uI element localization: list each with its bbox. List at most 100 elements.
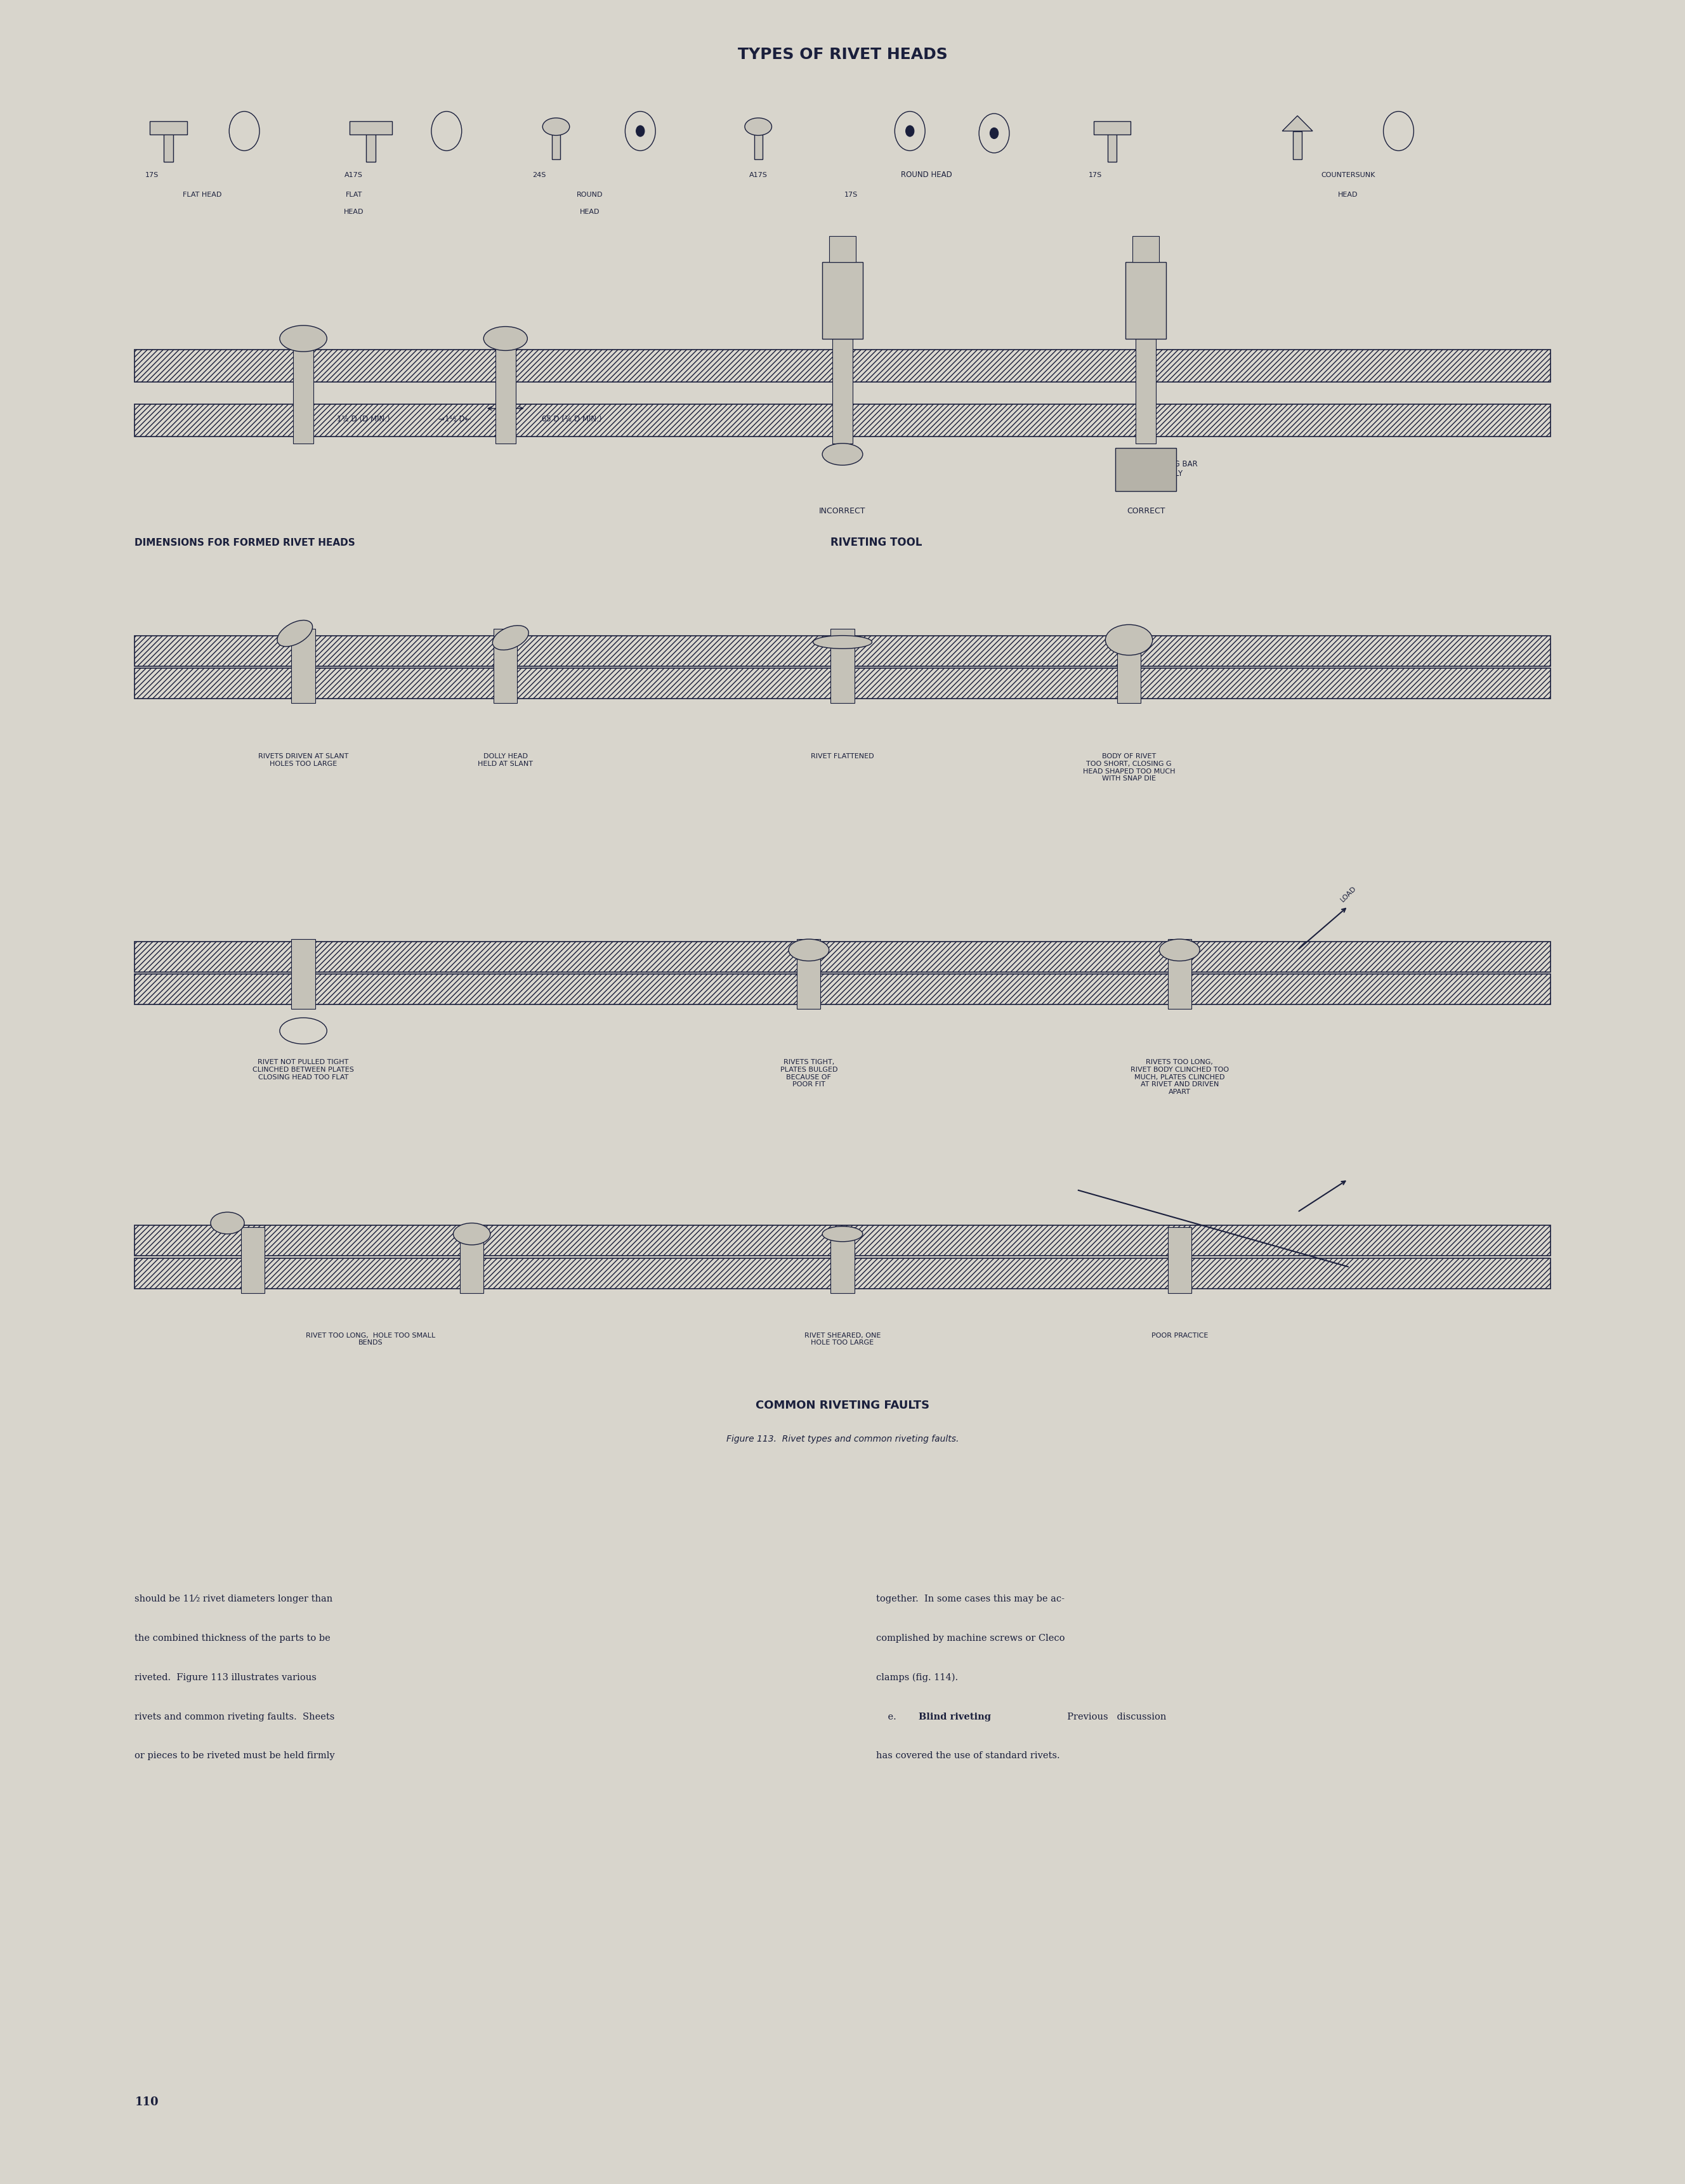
- Text: RIVET TOO LONG,  HOLE TOO SMALL
BENDS: RIVET TOO LONG, HOLE TOO SMALL BENDS: [307, 1332, 435, 1345]
- Ellipse shape: [1105, 625, 1153, 655]
- Text: 110: 110: [135, 2097, 158, 2108]
- Polygon shape: [1282, 116, 1313, 131]
- Circle shape: [905, 124, 913, 135]
- Text: clamps (fig. 114).: clamps (fig. 114).: [876, 1673, 959, 1682]
- Text: →1½ D←: →1½ D←: [438, 415, 472, 424]
- Text: complished by machine screws or Cleco: complished by machine screws or Cleco: [876, 1634, 1065, 1642]
- Text: COMMON RIVETING FAULTS: COMMON RIVETING FAULTS: [755, 1400, 930, 1411]
- Text: COUNTERSUNK: COUNTERSUNK: [1321, 173, 1375, 179]
- Ellipse shape: [745, 118, 772, 135]
- Text: .65 D (½ D MIN.): .65 D (½ D MIN.): [539, 415, 602, 424]
- Bar: [292, 939, 315, 1009]
- Bar: [366, 131, 376, 162]
- Text: should be 11⁄₂ rivet diameters longer than: should be 11⁄₂ rivet diameters longer th…: [135, 1594, 334, 1603]
- Bar: [1107, 131, 1117, 162]
- Bar: [163, 131, 174, 162]
- Bar: [135, 941, 1550, 972]
- Circle shape: [979, 114, 1009, 153]
- Text: or pieces to be riveted must be held firmly: or pieces to be riveted must be held fir…: [135, 1752, 335, 1760]
- Bar: [241, 1227, 265, 1293]
- Ellipse shape: [822, 443, 863, 465]
- Bar: [293, 339, 313, 443]
- Circle shape: [229, 111, 259, 151]
- Bar: [1292, 131, 1301, 159]
- Bar: [135, 1225, 1550, 1256]
- Bar: [1117, 629, 1141, 703]
- Text: RIVET SHEARED, ONE
HOLE TOO LARGE: RIVET SHEARED, ONE HOLE TOO LARGE: [804, 1332, 881, 1345]
- Bar: [494, 629, 517, 703]
- Bar: [829, 236, 856, 262]
- Text: FLAT HEAD: FLAT HEAD: [182, 192, 222, 199]
- Text: RIVETS DRIVEN AT SLANT
HOLES TOO LARGE: RIVETS DRIVEN AT SLANT HOLES TOO LARGE: [258, 753, 349, 767]
- Text: A17S: A17S: [750, 173, 767, 179]
- Bar: [1132, 236, 1159, 262]
- Text: RIVETING TOOL: RIVETING TOOL: [831, 537, 922, 548]
- Bar: [1115, 448, 1176, 491]
- Text: A17S: A17S: [345, 173, 362, 179]
- Ellipse shape: [278, 620, 312, 646]
- Ellipse shape: [484, 325, 527, 349]
- Ellipse shape: [1159, 939, 1200, 961]
- Ellipse shape: [211, 1212, 244, 1234]
- Text: DOLLY HEAD
HELD AT SLANT: DOLLY HEAD HELD AT SLANT: [479, 753, 532, 767]
- Text: Previous   discussion: Previous discussion: [1062, 1712, 1166, 1721]
- Bar: [1168, 939, 1191, 1009]
- Bar: [135, 349, 1550, 382]
- Bar: [822, 262, 863, 339]
- Ellipse shape: [280, 1018, 327, 1044]
- Text: has covered the use of standard rivets.: has covered the use of standard rivets.: [876, 1752, 1060, 1760]
- Text: CORRECT: CORRECT: [1127, 507, 1164, 515]
- Ellipse shape: [280, 325, 327, 352]
- Bar: [1094, 122, 1131, 135]
- Text: HEAD: HEAD: [1338, 192, 1358, 199]
- Text: e.: e.: [876, 1712, 900, 1721]
- Bar: [135, 404, 1550, 437]
- Bar: [753, 131, 762, 159]
- Text: RIVET NOT PULLED TIGHT
CLINCHED BETWEEN PLATES
CLOSING HEAD TOO FLAT: RIVET NOT PULLED TIGHT CLINCHED BETWEEN …: [253, 1059, 354, 1081]
- Bar: [349, 122, 391, 135]
- Circle shape: [625, 111, 655, 151]
- Bar: [495, 339, 516, 443]
- Text: FLAT: FLAT: [345, 192, 362, 199]
- Text: TYPES OF RIVET HEADS: TYPES OF RIVET HEADS: [738, 48, 947, 61]
- Ellipse shape: [492, 625, 529, 651]
- Bar: [1136, 339, 1156, 443]
- Bar: [797, 939, 821, 1009]
- Text: RIVETS TIGHT,
PLATES BULGED
BECAUSE OF
POOR FIT: RIVETS TIGHT, PLATES BULGED BECAUSE OF P…: [780, 1059, 837, 1088]
- Bar: [551, 131, 559, 159]
- Ellipse shape: [812, 636, 873, 649]
- Bar: [150, 122, 187, 135]
- Text: HEAD: HEAD: [580, 210, 600, 216]
- Bar: [135, 974, 1550, 1005]
- Text: ROUND: ROUND: [576, 192, 603, 199]
- Text: BODY OF RIVET
TOO SHORT, CLOSING G
HEAD SHAPED TOO MUCH
WITH SNAP DIE: BODY OF RIVET TOO SHORT, CLOSING G HEAD …: [1083, 753, 1174, 782]
- Bar: [135, 636, 1550, 666]
- Circle shape: [895, 111, 925, 151]
- Circle shape: [431, 111, 462, 151]
- Text: BUCKING BAR
OR DOLLY: BUCKING BAR OR DOLLY: [1146, 461, 1198, 478]
- Text: together.  In some cases this may be ac-: together. In some cases this may be ac-: [876, 1594, 1065, 1603]
- Bar: [135, 668, 1550, 699]
- Ellipse shape: [822, 1227, 863, 1241]
- Text: RIVETS TOO LONG,
RIVET BODY CLINCHED TOO
MUCH, PLATES CLINCHED
AT RIVET AND DRIV: RIVETS TOO LONG, RIVET BODY CLINCHED TOO…: [1131, 1059, 1228, 1094]
- Text: 17S: 17S: [1089, 173, 1102, 179]
- Text: RIVET FLATTENED: RIVET FLATTENED: [810, 753, 875, 760]
- Bar: [832, 339, 853, 443]
- Bar: [831, 1227, 854, 1293]
- Text: rivets and common riveting faults.  Sheets: rivets and common riveting faults. Sheet…: [135, 1712, 335, 1721]
- Text: Figure 113.  Rivet types and common riveting faults.: Figure 113. Rivet types and common rivet…: [726, 1435, 959, 1444]
- Bar: [1168, 1227, 1191, 1293]
- Bar: [292, 629, 315, 703]
- Bar: [135, 1258, 1550, 1289]
- Text: riveted.  Figure 113 illustrates various: riveted. Figure 113 illustrates various: [135, 1673, 317, 1682]
- Text: Blind riveting: Blind riveting: [918, 1712, 991, 1721]
- Text: LOAD: LOAD: [1340, 885, 1358, 904]
- Ellipse shape: [789, 939, 829, 961]
- Circle shape: [635, 124, 644, 135]
- Text: POOR PRACTICE: POOR PRACTICE: [1151, 1332, 1208, 1339]
- Text: 17S: 17S: [145, 173, 158, 179]
- Text: 24S: 24S: [532, 173, 546, 179]
- Circle shape: [1383, 111, 1414, 151]
- Bar: [1126, 262, 1166, 339]
- Text: 1½ D (D MIN.): 1½ D (D MIN.): [337, 415, 389, 424]
